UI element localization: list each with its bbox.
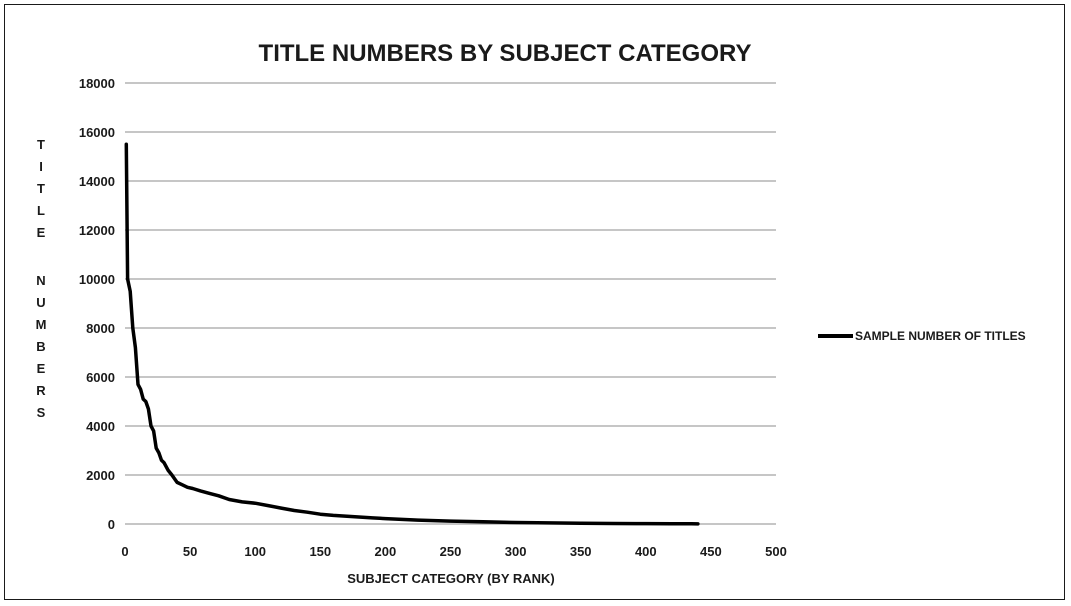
x-tick-label: 150: [309, 544, 331, 559]
chart-title: TITLE NUMBERS BY SUBJECT CATEGORY: [259, 40, 752, 67]
y-axis-title-letter: N: [36, 273, 45, 288]
chart-frame: TITLE NUMBERS BY SUBJECT CATEGORY 0 2000 4…: [4, 4, 1065, 600]
x-tick-label: 100: [244, 544, 266, 559]
y-axis-title-letter: U: [36, 295, 45, 310]
x-axis-ticks: 0 50 100 150 200 250 300 350 400 450 500: [121, 544, 786, 559]
y-axis-title-letter: S: [37, 405, 46, 420]
y-tick-label: 8000: [86, 321, 115, 336]
x-tick-label: 350: [570, 544, 592, 559]
x-tick-label: 500: [765, 544, 787, 559]
y-axis-title-letter: M: [36, 317, 47, 332]
y-tick-label: 16000: [79, 125, 115, 140]
legend: SAMPLE NUMBER OF TITLES: [818, 329, 1026, 343]
y-axis-title-letter: B: [36, 339, 45, 354]
y-axis-title-letter: L: [37, 203, 45, 218]
x-tick-label: 50: [183, 544, 197, 559]
y-tick-label: 10000: [79, 272, 115, 287]
x-axis-title: SUBJECT CATEGORY (BY RANK): [347, 571, 555, 586]
y-tick-label: 6000: [86, 370, 115, 385]
line-chart: TITLE NUMBERS BY SUBJECT CATEGORY 020004…: [36, 40, 1026, 586]
y-axis-title-letter: E: [37, 225, 46, 240]
y-axis-title-letter: R: [36, 383, 46, 398]
y-axis-title-letter: E: [37, 361, 46, 376]
x-tick-label: 400: [635, 544, 657, 559]
x-tick-label: 450: [700, 544, 722, 559]
y-tick-label: 14000: [79, 174, 115, 189]
x-tick-label: 300: [505, 544, 527, 559]
x-tick-label: 250: [440, 544, 462, 559]
x-tick-label: 0: [121, 544, 128, 559]
y-axis-ticks: 0 2000 4000 6000 8000 10000 12000 14000 16000 180…: [79, 76, 115, 532]
gridlines: [125, 82, 776, 525]
y-tick-label: 2000: [86, 468, 115, 483]
y-axis-title-letter: T: [37, 181, 45, 196]
y-axis-title-letter: T: [37, 137, 45, 152]
series-layer: [124, 142, 700, 526]
y-tick-label: 0: [108, 517, 115, 532]
y-tick-label: 4000: [86, 419, 115, 434]
series-line: [124, 142, 700, 526]
legend-label: SAMPLE NUMBER OF TITLES: [855, 329, 1026, 343]
x-tick-label: 200: [375, 544, 397, 559]
y-tick-label: 12000: [79, 223, 115, 238]
y-axis-title-letter: I: [39, 159, 43, 174]
y-tick-label: 18000: [79, 76, 115, 91]
